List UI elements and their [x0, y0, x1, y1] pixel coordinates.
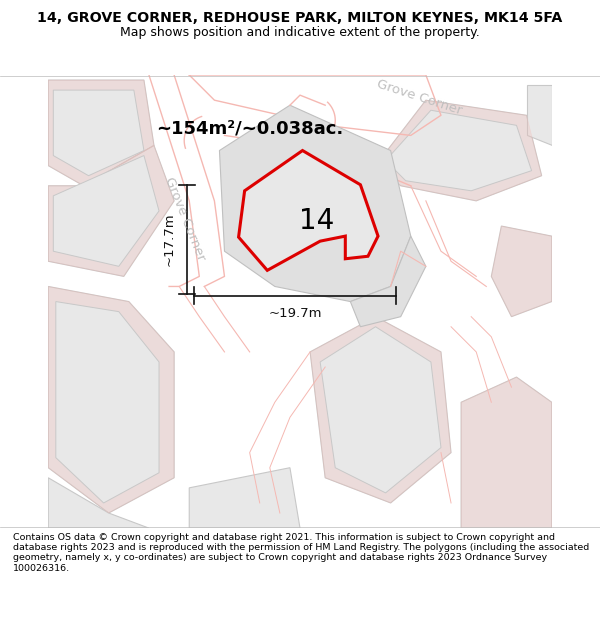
Polygon shape [310, 317, 451, 503]
Text: Contains OS data © Crown copyright and database right 2021. This information is : Contains OS data © Crown copyright and d… [13, 532, 589, 572]
Polygon shape [53, 90, 144, 176]
Text: Map shows position and indicative extent of the property.: Map shows position and indicative extent… [120, 26, 480, 39]
Polygon shape [310, 317, 451, 503]
Polygon shape [386, 110, 532, 191]
Polygon shape [48, 286, 174, 513]
Polygon shape [56, 301, 159, 503]
Text: Grove Corner: Grove Corner [376, 78, 464, 118]
Text: Grove Corner: Grove Corner [163, 175, 208, 262]
Text: 14: 14 [299, 207, 335, 235]
Polygon shape [376, 100, 542, 201]
Polygon shape [48, 80, 154, 186]
Polygon shape [320, 327, 441, 493]
Polygon shape [48, 478, 149, 528]
Text: ~19.7m: ~19.7m [268, 307, 322, 319]
Polygon shape [48, 286, 174, 513]
Polygon shape [53, 156, 159, 266]
Text: ~154m²/~0.038ac.: ~154m²/~0.038ac. [156, 120, 343, 138]
Polygon shape [461, 377, 552, 528]
Polygon shape [220, 105, 411, 301]
Polygon shape [48, 146, 174, 276]
Polygon shape [48, 80, 154, 186]
Text: ~17.7m: ~17.7m [163, 213, 176, 266]
Polygon shape [527, 85, 552, 146]
Polygon shape [350, 236, 426, 327]
Polygon shape [376, 100, 542, 201]
Text: 14, GROVE CORNER, REDHOUSE PARK, MILTON KEYNES, MK14 5FA: 14, GROVE CORNER, REDHOUSE PARK, MILTON … [37, 11, 563, 25]
Polygon shape [491, 226, 552, 317]
Polygon shape [189, 468, 300, 528]
Polygon shape [239, 151, 378, 271]
Polygon shape [461, 377, 552, 528]
Polygon shape [491, 226, 552, 317]
Polygon shape [48, 146, 174, 276]
